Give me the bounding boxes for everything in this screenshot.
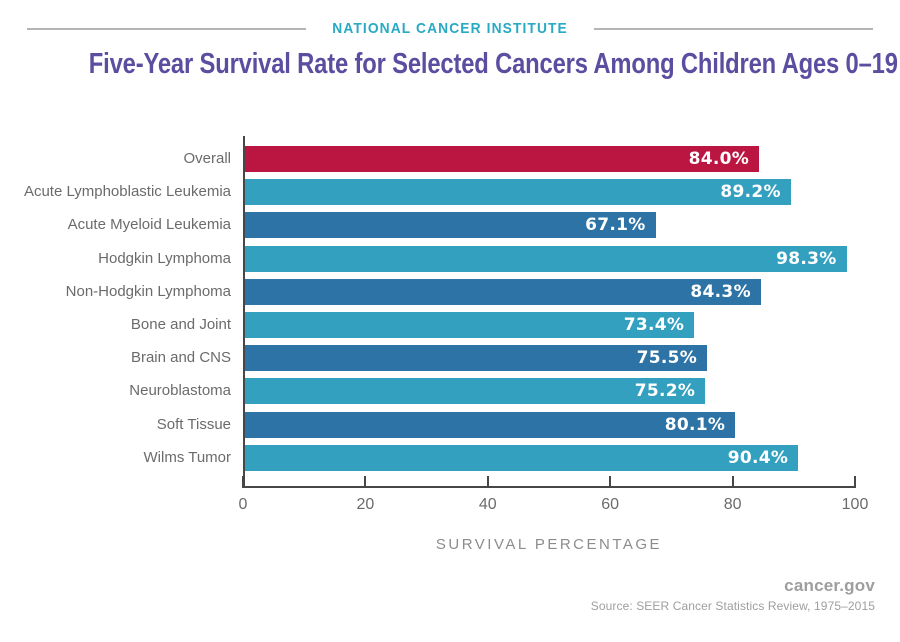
x-tick-label: 100 — [841, 496, 869, 513]
x-tick-label: 80 — [723, 496, 742, 513]
x-tick-mark — [731, 476, 734, 488]
kicker-text: NATIONAL CANCER INSTITUTE — [332, 20, 568, 37]
chart-title: Five-Year Survival Rate for Selected Can… — [88, 48, 898, 80]
bar-value-label: 84.0% — [688, 149, 750, 169]
chart-title-row: Five-Year Survival Rate for Selected Can… — [0, 48, 900, 81]
kicker-rule-left — [27, 27, 306, 30]
x-tick-mark — [854, 476, 856, 488]
x-tick-mark — [242, 476, 244, 488]
category-label: Non-Hodgkin Lymphoma — [65, 282, 231, 300]
footer-source: Source: SEER Cancer Statistics Review, 1… — [590, 599, 875, 613]
bar-neuroblastoma: 75.2% — [245, 378, 706, 405]
category-label: Neuroblastoma — [129, 382, 231, 400]
footer: cancer.gov Source: SEER Cancer Statistic… — [591, 576, 875, 613]
bar-value-label: 84.3% — [690, 281, 751, 302]
bar-value-label: 80.1% — [664, 414, 726, 435]
bar-value-label: 67.1% — [585, 215, 646, 236]
bar-value-label: 75.2% — [634, 381, 696, 402]
category-label: Bone and Joint — [130, 316, 231, 333]
kicker-rule-right — [594, 27, 874, 30]
bar-brain-and-cns: 75.5% — [245, 345, 708, 372]
category-label: Soft Tissue — [156, 415, 231, 433]
x-tick-mark — [609, 476, 612, 488]
x-tick-label: 40 — [478, 496, 497, 513]
category-label: Wilms Tumor — [143, 448, 232, 466]
category-label: Hodgkin Lymphoma — [98, 249, 231, 267]
bar-bone-and-joint: 73.4% — [245, 312, 695, 338]
x-tick-mark — [486, 476, 489, 488]
category-label: Overall — [183, 150, 231, 167]
category-label: Acute Myeloid Leukemia — [67, 216, 231, 234]
footer-site: cancer.gov — [784, 576, 875, 595]
x-tick-label: 0 — [238, 496, 248, 513]
bar-soft-tissue: 80.1% — [245, 411, 736, 438]
bar-acute-myeloid-leukemia: 67.1% — [245, 212, 656, 239]
plot-area: 84.0% 89.2% 67.1% 98.3% 84.3% 73.4% 75.5% 75.2%… — [243, 136, 855, 488]
category-label: Brain and CNS — [130, 349, 231, 367]
x-axis-label: SURVIVAL PERCENTAGE — [435, 536, 663, 553]
bar-acute-lymphoblastic-leukemia: 89.2% — [245, 179, 791, 206]
x-tick-mark — [364, 476, 367, 488]
bar-overall: 84.0% — [245, 146, 760, 172]
bar-value-label: 75.5% — [636, 348, 698, 369]
bar-wilms-tumor: 90.4% — [245, 444, 799, 471]
header-kicker-row: NATIONAL CANCER INSTITUTE — [0, 20, 900, 37]
bar-value-label: 98.3% — [776, 248, 837, 269]
bar-value-label: 89.2% — [720, 182, 781, 203]
x-tick-label: 20 — [356, 496, 375, 513]
category-label: Acute Lymphoblastic Leukemia — [23, 183, 231, 201]
bar-hodgkin-lymphoma: 98.3% — [245, 245, 847, 272]
bar-value-label: 90.4% — [727, 447, 789, 468]
x-tick-label: 60 — [601, 496, 620, 513]
bar-non-hodgkin-lymphoma: 84.3% — [245, 278, 761, 305]
bar-value-label: 73.4% — [623, 315, 685, 335]
